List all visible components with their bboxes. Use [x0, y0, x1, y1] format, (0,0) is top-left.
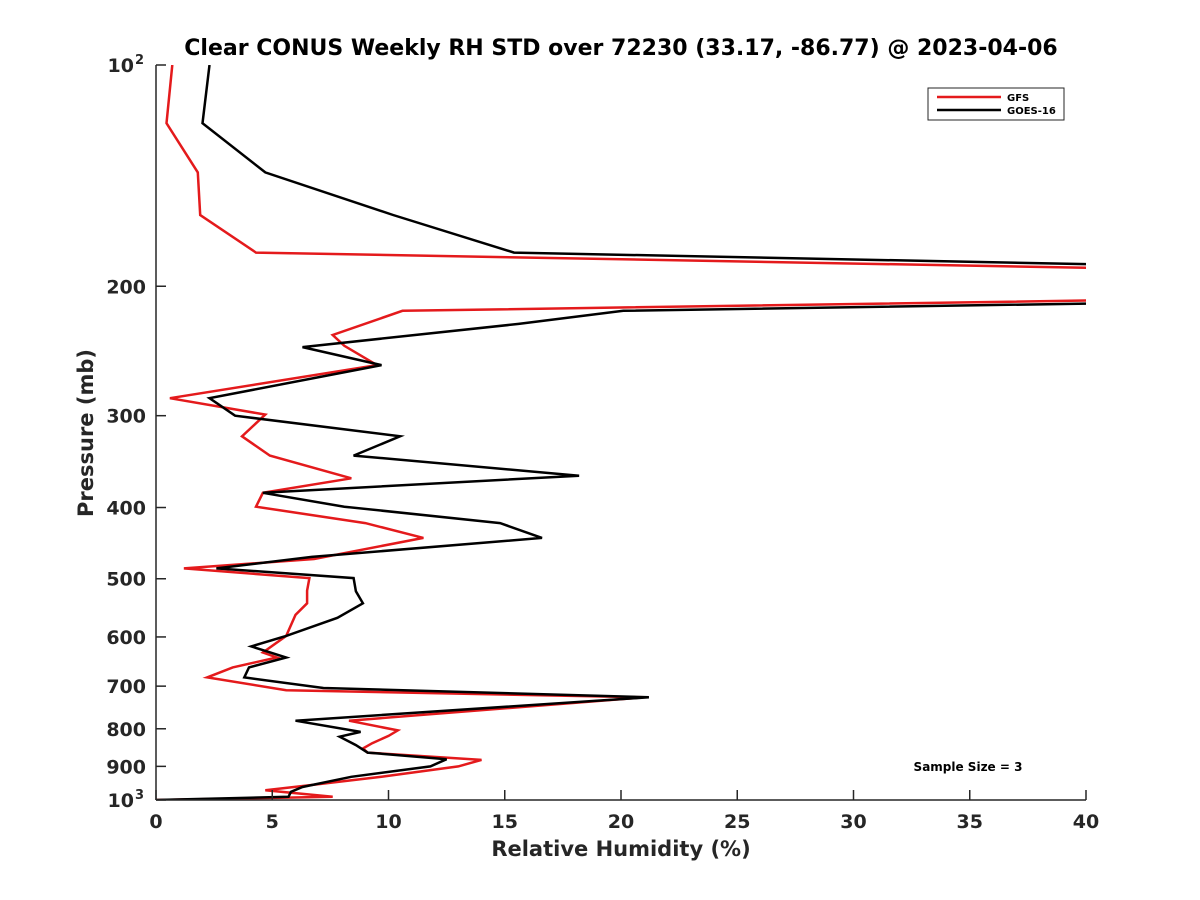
y-tick-exponent: 3 [135, 788, 144, 803]
y-tick-label: 800 [106, 719, 146, 741]
y-tick-label: 200 [106, 276, 146, 298]
x-tick-label: 25 [724, 811, 750, 833]
y-tick-label: 900 [106, 756, 146, 778]
legend-box [927, 87, 1065, 121]
x-tick-label: 15 [492, 811, 518, 833]
y-tick-label: 700 [106, 676, 146, 698]
series-line-goes16 [156, 65, 1086, 800]
y-tick-label: 600 [106, 627, 146, 649]
x-tick-label: 10 [375, 811, 401, 833]
x-tick-label: 35 [957, 811, 983, 833]
x-tick-label: 0 [149, 811, 162, 833]
x-tick-label: 20 [608, 811, 634, 833]
x-ticks: 0 5 10 15 20 25 30 35 40 [149, 790, 1099, 833]
y-tick-label: 300 [106, 406, 146, 428]
y-tick-exponent: 2 [135, 53, 144, 68]
legend: GFS GOES-16 [927, 87, 1065, 121]
y-tick-label: 10 [108, 55, 134, 77]
x-tick-label: 5 [266, 811, 279, 833]
y-tick-label: 10 [108, 790, 134, 812]
x-tick-label: 30 [840, 811, 866, 833]
y-tick-label: 400 [106, 498, 146, 520]
chart-title: Clear CONUS Weekly RH STD over 72230 (33… [184, 36, 1057, 61]
x-tick-label: 40 [1073, 811, 1099, 833]
x-axis-label: Relative Humidity (%) [491, 837, 750, 861]
legend-label-gfs: GFS [1007, 93, 1029, 104]
sample-size-annotation: Sample Size = 3 [914, 760, 1023, 774]
legend-label-goes16: GOES-16 [1007, 106, 1056, 117]
y-tick-label: 500 [106, 569, 146, 591]
series-group [156, 65, 1086, 800]
y-axis-label: Pressure (mb) [74, 349, 98, 517]
